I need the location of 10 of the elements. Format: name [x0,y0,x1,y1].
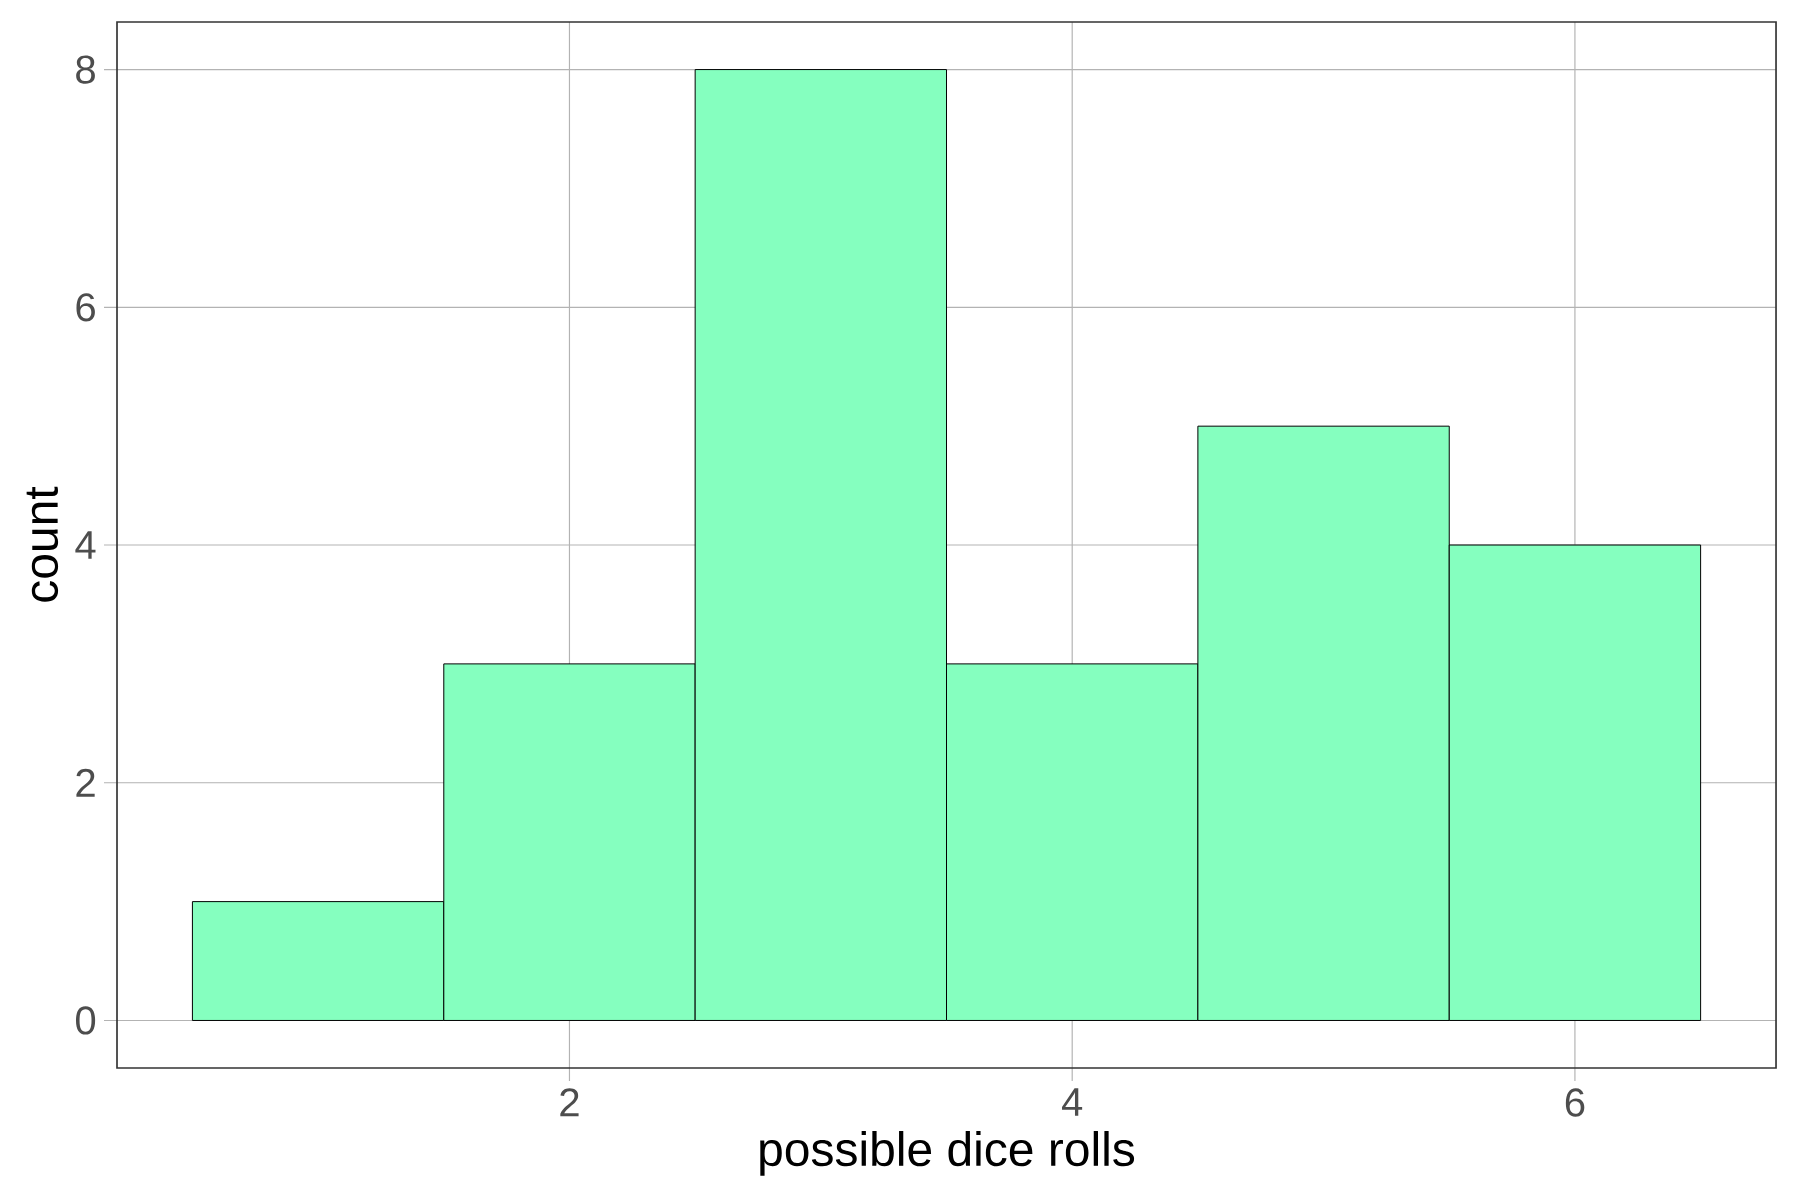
y-tick-label: 4 [75,531,96,559]
x-axis-title: possible dice rolls [760,1131,1135,1176]
y-tick-label: 6 [76,293,95,322]
x-tick-label: 4 [1062,1088,1083,1116]
x-tick-label: 6 [1565,1088,1585,1117]
y-axis-title: count [26,486,59,602]
y-tick-label: 8 [76,55,95,84]
y-tick-label: 0 [75,1006,96,1035]
x-tick-label: 2 [560,1088,579,1117]
y-tick-label: 2 [76,768,95,797]
